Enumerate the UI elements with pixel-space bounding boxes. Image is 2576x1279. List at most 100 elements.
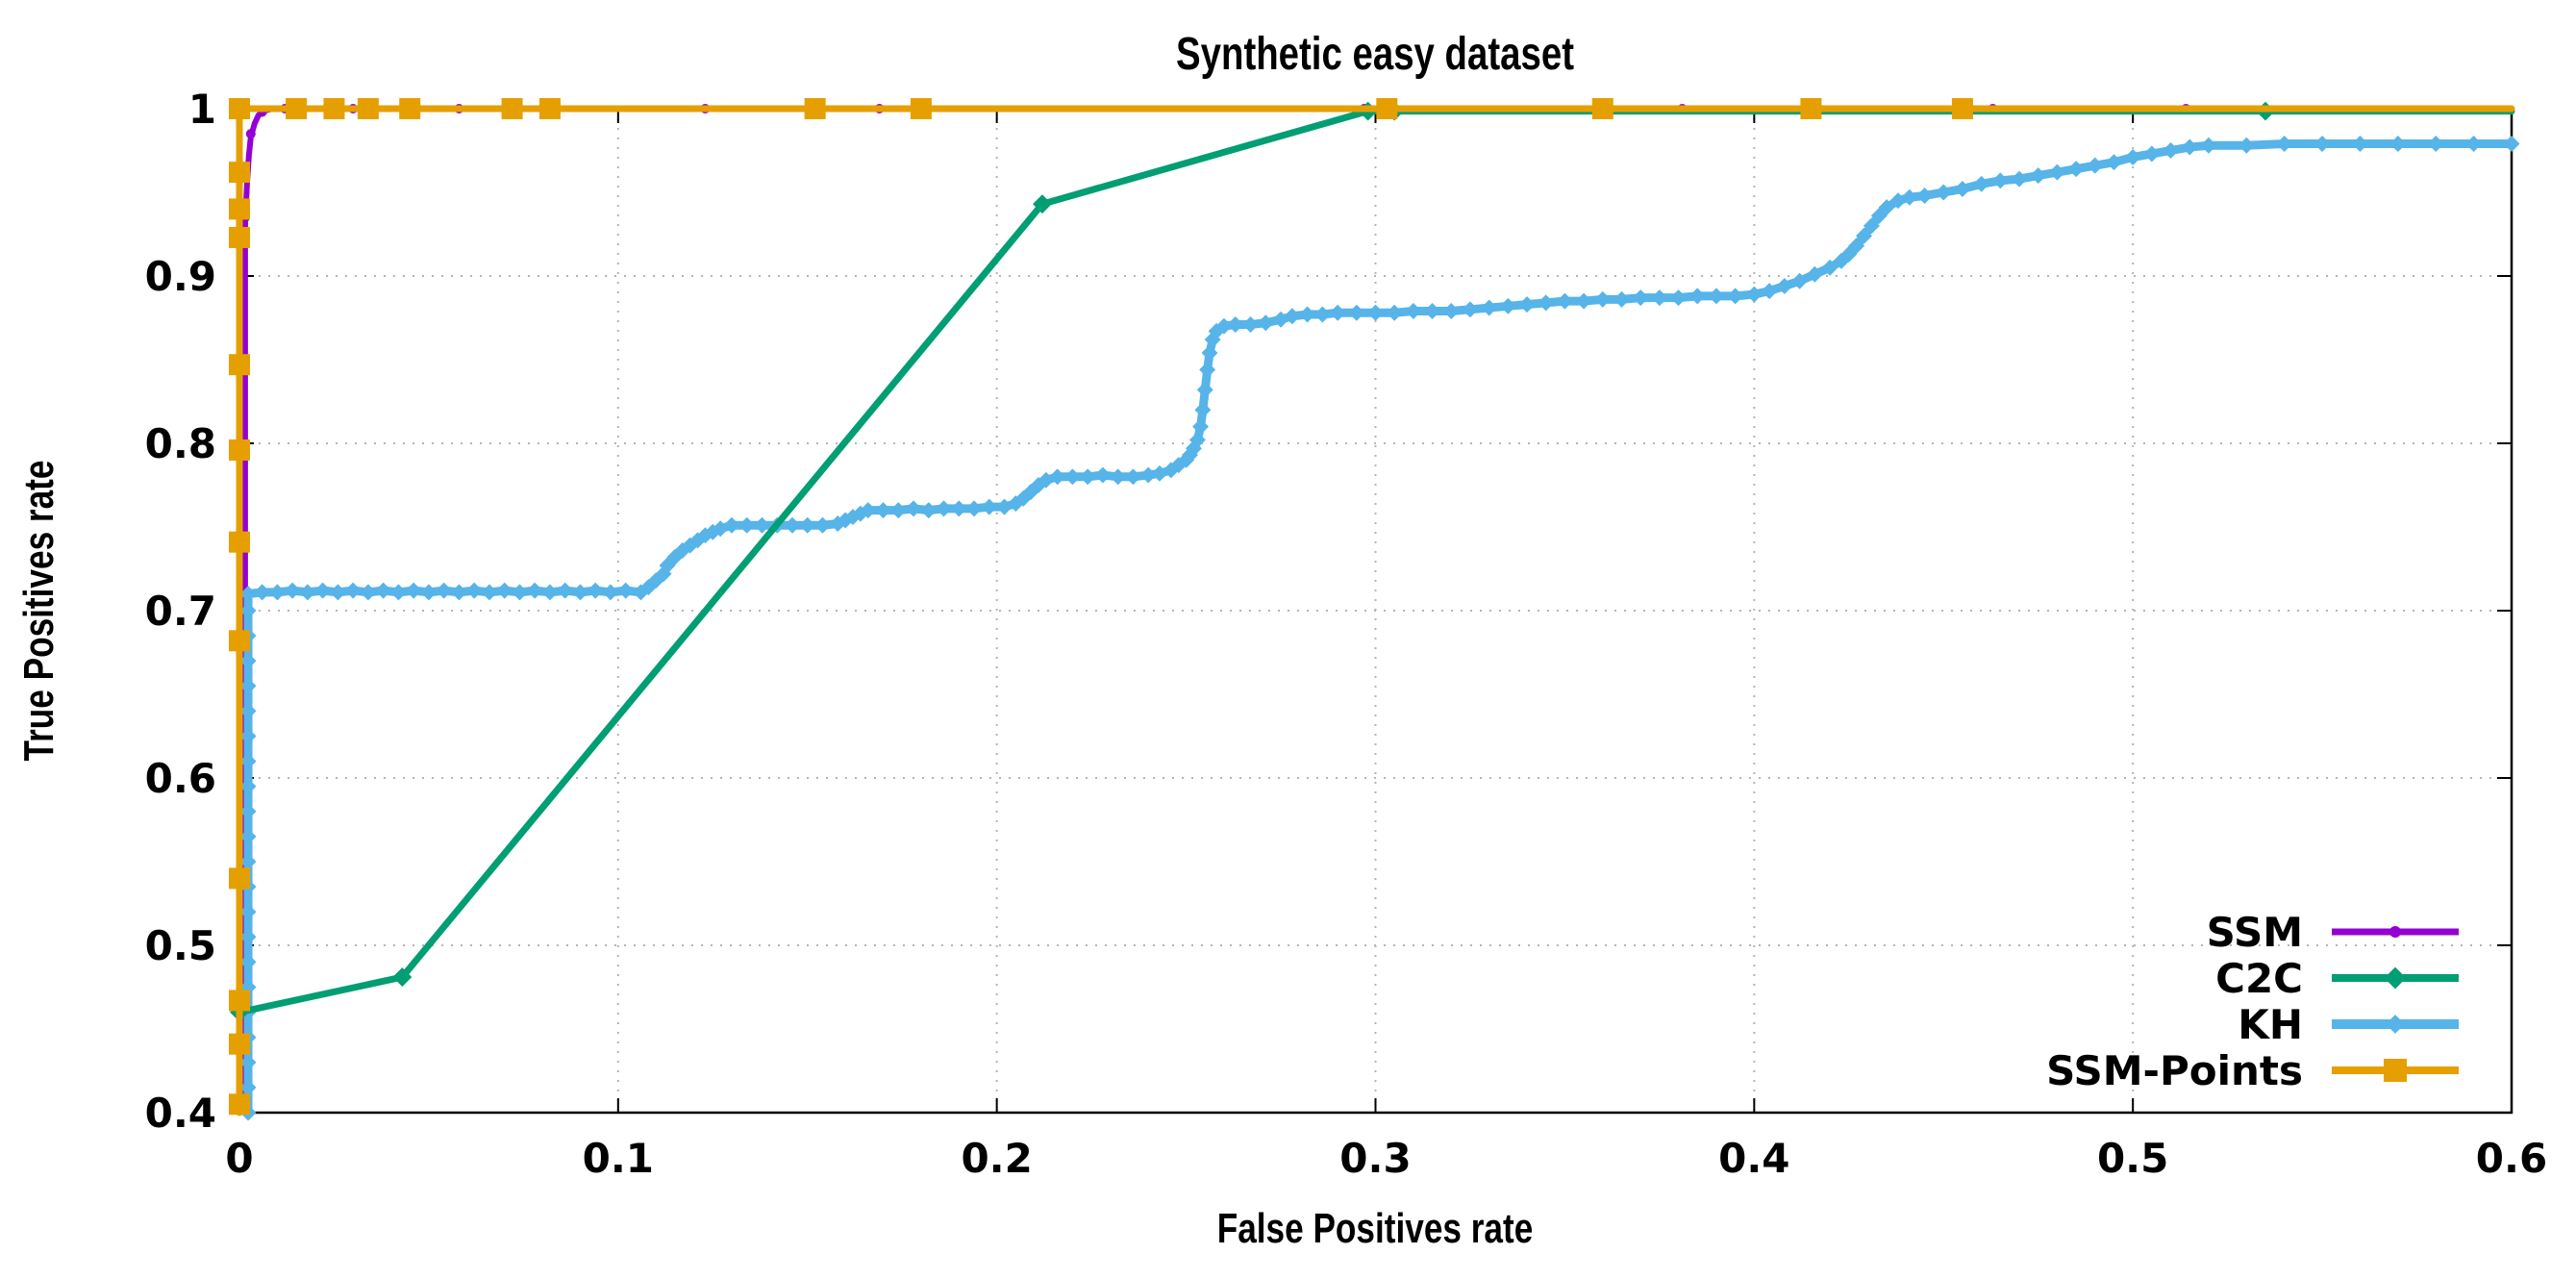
legend-row-kh: KH	[2238, 1001, 2459, 1048]
marker	[239, 828, 257, 845]
marker	[1227, 315, 1244, 333]
marker	[617, 582, 635, 599]
series-kh	[239, 136, 2520, 1121]
series-line	[243, 139, 2516, 1117]
marker	[239, 803, 257, 820]
x-tick-label: 0	[225, 1135, 253, 1182]
legend-row-ssm-points: SSM-Points	[2046, 1047, 2459, 1094]
marker	[481, 584, 498, 601]
marker	[1670, 289, 1688, 307]
marker	[245, 129, 256, 139]
marker	[450, 584, 467, 601]
marker	[1591, 98, 1613, 119]
marker	[799, 516, 816, 534]
marker	[1348, 304, 1365, 321]
y-axis-label: True Positives rate	[15, 461, 63, 762]
marker	[814, 516, 831, 534]
marker	[239, 586, 257, 603]
marker	[2351, 136, 2368, 153]
marker	[2386, 1015, 2405, 1034]
y-tick-label: 0.5	[145, 922, 216, 969]
marker	[2427, 136, 2444, 153]
marker	[239, 677, 257, 694]
marker	[2087, 157, 2104, 174]
marker	[239, 652, 257, 669]
marker	[2276, 136, 2293, 153]
marker	[1313, 306, 1331, 323]
marker	[2067, 161, 2085, 178]
marker	[254, 584, 271, 601]
marker	[2030, 167, 2047, 185]
y-tick-label: 0.9	[145, 253, 216, 300]
marker	[2163, 142, 2180, 159]
marker	[754, 516, 770, 534]
marker	[360, 584, 377, 601]
marker	[1063, 468, 1081, 486]
marker	[1257, 314, 1274, 332]
marker	[239, 903, 257, 920]
marker	[738, 516, 756, 534]
marker	[239, 602, 257, 619]
marker	[2200, 137, 2217, 154]
series-c2c	[230, 101, 2515, 1022]
marker	[229, 226, 250, 248]
marker	[723, 516, 740, 534]
marker	[905, 500, 922, 517]
marker	[1651, 289, 1668, 307]
marker	[981, 498, 998, 515]
marker	[541, 584, 559, 601]
x-tick-label: 0.1	[583, 1135, 654, 1182]
marker	[286, 98, 308, 119]
marker	[436, 582, 453, 599]
chart-title: Synthetic easy dataset	[1176, 29, 1574, 80]
marker	[329, 584, 346, 601]
marker	[1708, 288, 1725, 305]
marker	[860, 502, 877, 519]
marker	[1575, 292, 1592, 310]
x-tick-label: 0.4	[1718, 1135, 1789, 1182]
marker	[526, 582, 543, 599]
marker	[1299, 306, 1316, 323]
marker	[299, 584, 316, 601]
marker	[1916, 187, 1934, 204]
marker	[602, 584, 619, 601]
legend-label: SSM	[2207, 909, 2303, 956]
marker	[239, 728, 257, 744]
marker	[239, 953, 257, 970]
legend-row-c2c: C2C	[2215, 955, 2459, 1002]
marker	[1442, 303, 1460, 320]
marker	[375, 582, 392, 599]
marker	[538, 98, 561, 119]
marker	[2465, 136, 2483, 153]
marker	[1538, 294, 1555, 312]
marker	[1935, 184, 1952, 201]
marker	[875, 502, 892, 519]
y-tick-label: 0.4	[145, 1090, 216, 1137]
legend-row-ssm: SSM	[2207, 909, 2459, 956]
marker	[889, 502, 907, 519]
marker	[1613, 290, 1630, 308]
marker	[229, 162, 250, 184]
marker	[229, 198, 250, 220]
marker	[239, 753, 257, 770]
marker	[1094, 466, 1112, 484]
marker	[392, 967, 413, 987]
marker	[936, 500, 953, 517]
marker	[323, 98, 345, 119]
marker	[314, 582, 332, 599]
marker	[501, 98, 523, 119]
marker	[357, 98, 379, 119]
marker	[1556, 292, 1573, 310]
marker	[1688, 288, 1706, 305]
marker	[239, 928, 257, 945]
marker	[920, 502, 938, 519]
marker	[1800, 98, 1822, 119]
marker	[965, 500, 983, 517]
grid	[239, 109, 2512, 1113]
marker	[950, 500, 967, 517]
marker	[2143, 145, 2161, 163]
marker	[229, 630, 250, 652]
